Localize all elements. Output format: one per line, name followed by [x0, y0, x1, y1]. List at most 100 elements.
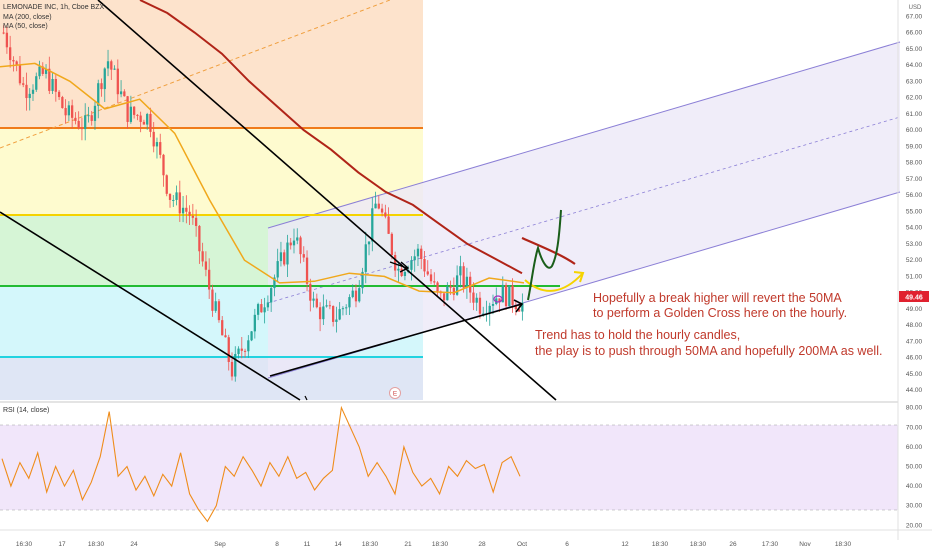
- time-tick-label: 18:30: [362, 541, 379, 548]
- time-tick-label: 18:30: [88, 541, 105, 548]
- time-tick-label: 21: [404, 541, 412, 548]
- candle-body: [38, 66, 41, 77]
- rsi-tick-label: 30.00: [906, 503, 923, 510]
- candle-body: [508, 285, 511, 307]
- candle-body: [296, 237, 299, 241]
- candle-body: [48, 68, 51, 91]
- price-tick-label: 48.00: [906, 322, 923, 329]
- channel-upper-line: [267, 41, 901, 229]
- candle-body: [511, 285, 514, 305]
- candle-body: [521, 302, 524, 312]
- channel-mid-line: [267, 116, 901, 304]
- candle-body: [292, 240, 296, 246]
- rsi-line: [1, 405, 521, 523]
- rsi-axis[interactable]: 20.00 30.00 40.00 50.00 60.00 70.00 80.00: [906, 405, 923, 530]
- candle-body: [462, 266, 465, 288]
- candle-body: [129, 106, 133, 122]
- price-tick-label: 63.00: [906, 78, 923, 85]
- time-axis[interactable]: 16:30 17 18:30 24 Sep 8 11 14 18:30 21 18:30 28 Oct 6…: [16, 541, 852, 548]
- fib-band-blue: [0, 357, 423, 400]
- candle-body: [472, 292, 475, 303]
- candle-body: [433, 281, 436, 283]
- rsi-tick-label: 20.00: [906, 522, 923, 529]
- rsi-legend[interactable]: RSI (14, close): [3, 407, 49, 414]
- candle-body: [152, 131, 155, 147]
- candle-body: [185, 207, 188, 212]
- candle-body: [498, 298, 501, 303]
- candle-body: [211, 289, 214, 311]
- candle-body: [384, 212, 387, 217]
- candle-body: [67, 105, 71, 116]
- candle-body: [22, 83, 25, 85]
- ma200-legend[interactable]: MA (200, close): [3, 14, 52, 21]
- candle-body: [335, 319, 338, 322]
- price-tick-label: 61.00: [906, 111, 923, 118]
- candle-body: [224, 335, 227, 338]
- candle-body: [25, 84, 28, 99]
- price-tick-label: 57.00: [906, 176, 923, 183]
- time-tick-label: 28: [478, 541, 486, 548]
- ma200-projection: [521, 236, 576, 265]
- price-tick-label: 66.00: [906, 30, 923, 37]
- candle-body: [348, 297, 351, 308]
- time-tick-label: 26: [729, 541, 737, 548]
- candle-body: [77, 120, 80, 128]
- symbol-line[interactable]: LEMONADE INC, 1h, Cboe BZX: [3, 4, 104, 11]
- candles: [2, 25, 524, 382]
- rsi-panel[interactable]: [0, 401, 898, 523]
- candle-body: [142, 121, 146, 125]
- candle-body: [459, 266, 462, 276]
- time-tick-label: 16:30: [16, 541, 33, 548]
- channel-fill: [268, 42, 900, 378]
- price-tick-label: 62.00: [906, 95, 923, 102]
- candle-body: [289, 242, 292, 246]
- candle-body: [93, 105, 97, 121]
- note1-line2: to perform a Golden Cross here on the ho…: [593, 306, 847, 320]
- candle-body: [44, 68, 48, 74]
- candle-body: [420, 248, 423, 259]
- candle-body: [155, 142, 159, 147]
- candle-body: [517, 309, 521, 312]
- dividend-marker: [493, 295, 503, 303]
- earnings-marker[interactable]: E: [389, 387, 401, 399]
- candle-body: [57, 91, 61, 98]
- rsi-tick-label: 80.00: [906, 405, 923, 412]
- candle-body: [74, 117, 77, 121]
- candle-body: [97, 83, 100, 106]
- projections: [521, 209, 585, 301]
- candle-body: [263, 307, 266, 313]
- candle-body: [165, 175, 168, 194]
- candle-body: [469, 276, 472, 293]
- ma50-legend[interactable]: MA (50, close): [3, 23, 48, 30]
- candle-body: [162, 154, 165, 176]
- price-tick-label: 49.00: [906, 306, 923, 313]
- candle-body: [387, 216, 390, 234]
- time-tick-label: Sep: [214, 541, 226, 548]
- candle-body: [227, 337, 230, 362]
- candle-body: [315, 298, 318, 308]
- candle-body: [139, 115, 142, 122]
- price-tick-label: 52.00: [906, 257, 923, 264]
- candle-body: [371, 208, 374, 242]
- candle-body: [426, 271, 429, 275]
- rsi-tick-label: 40.00: [906, 483, 923, 490]
- candle-body: [253, 314, 256, 332]
- candle-body: [168, 193, 172, 200]
- trendline-upper-down: [97, 0, 557, 401]
- last-price-badge: 49.46: [899, 291, 929, 302]
- candle-body: [305, 257, 309, 284]
- note2-line2: the play is to push through 50MA and hop…: [535, 344, 882, 358]
- support-arrowhead: [513, 299, 524, 313]
- candle-body: [475, 297, 478, 303]
- candle-body: [403, 271, 407, 277]
- candle-body: [132, 106, 136, 115]
- price-tick-label: 64.00: [906, 62, 923, 69]
- currency-label: USD: [909, 5, 922, 11]
- time-tick-label: 12: [621, 541, 629, 548]
- candle-body: [279, 252, 283, 262]
- fib-band-yellow: [0, 128, 423, 215]
- candle-body: [266, 302, 270, 308]
- price-tick-label: 44.00: [906, 387, 923, 394]
- candle-body: [64, 108, 67, 116]
